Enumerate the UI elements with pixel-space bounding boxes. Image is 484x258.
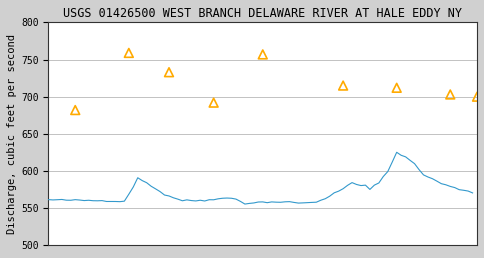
- Point: [339, 84, 347, 88]
- Point: [125, 51, 133, 55]
- Point: [473, 95, 481, 99]
- Title: USGS 01426500 WEST BRANCH DELAWARE RIVER AT HALE EDDY NY: USGS 01426500 WEST BRANCH DELAWARE RIVER…: [63, 7, 462, 20]
- Point: [165, 70, 173, 74]
- Point: [393, 86, 401, 90]
- Point: [71, 108, 79, 112]
- Point: [259, 52, 267, 57]
- Y-axis label: Discharge, cubic feet per second: Discharge, cubic feet per second: [7, 34, 17, 234]
- Point: [446, 92, 454, 96]
- Point: [210, 101, 217, 105]
